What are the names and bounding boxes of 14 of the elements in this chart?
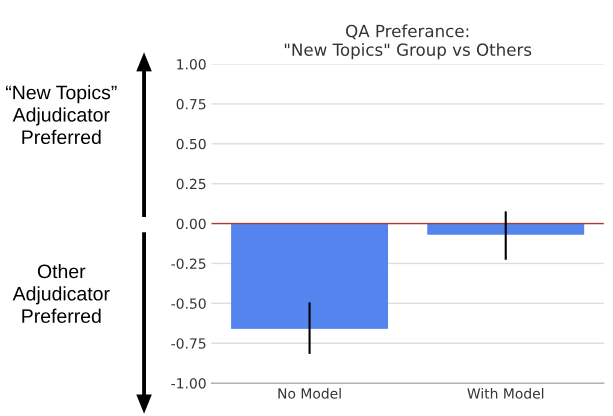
y-tick-label: -0.75 — [171, 338, 206, 349]
y-tick-label: 1.00 — [177, 59, 206, 70]
text: Other Adjudicator Preferred — [12, 264, 110, 323]
chart-title: QA Preferance: "New Topics" Group vs Others — [284, 24, 532, 60]
y-tick-label: 0.25 — [176, 178, 206, 190]
x-tick-label: With Model — [467, 388, 544, 399]
y-tick-label: 0.00 — [176, 218, 206, 230]
y-tick-label: -0.25 — [171, 258, 206, 269]
x-tick-label: No Model — [278, 388, 341, 399]
text: “New Topics” Adjudicator Preferred — [6, 85, 117, 144]
y-tick-label: 0.50 — [176, 138, 206, 150]
y-tick-label: 0.75 — [176, 98, 206, 110]
y-tick-label: -0.50 — [171, 298, 206, 309]
y-tick-label: -1.00 — [171, 378, 206, 389]
